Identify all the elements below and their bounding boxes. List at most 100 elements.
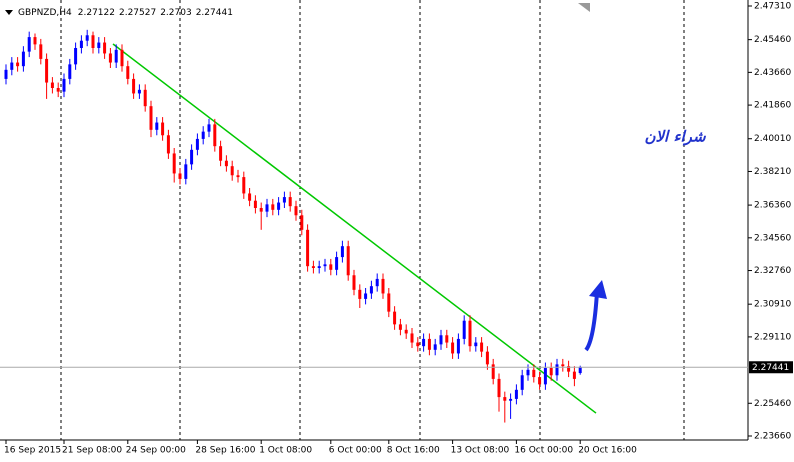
candle-body — [572, 371, 576, 379]
candle-body — [184, 164, 188, 179]
candle-body — [103, 42, 107, 54]
candle-body — [149, 106, 153, 130]
candle-body — [126, 66, 130, 79]
candle-body — [137, 89, 141, 94]
candle-body — [503, 397, 507, 401]
candle-body — [213, 124, 217, 147]
candle-body — [398, 324, 402, 330]
candle-body — [555, 364, 559, 376]
candle-body — [480, 342, 484, 352]
candle-body — [242, 177, 246, 194]
candle-body — [381, 278, 385, 294]
candle-body — [91, 35, 95, 48]
candle-body — [468, 320, 472, 347]
candle-body — [404, 329, 408, 334]
candle-body — [497, 378, 501, 398]
candle-body — [335, 257, 339, 270]
candle-body — [538, 377, 542, 385]
candle-body — [108, 53, 112, 63]
candle-body — [21, 51, 25, 67]
x-tick-label: 28 Sep 16:00 — [195, 446, 255, 456]
candle-body — [282, 197, 286, 203]
x-tick-label: 6 Oct 00:00 — [329, 446, 382, 456]
x-tick-label: 8 Oct 16:00 — [387, 446, 440, 456]
candle-body — [68, 64, 72, 79]
candle-body — [265, 204, 269, 212]
x-tick-label: 20 Oct 16:00 — [578, 446, 637, 456]
candle-body — [306, 229, 310, 267]
candle-body — [161, 122, 165, 136]
candle-body — [288, 197, 292, 207]
x-tick-label: 16 Sep 2015 — [4, 446, 61, 456]
candle-body — [491, 364, 495, 379]
candle-body — [323, 264, 327, 267]
x-tick-label: 21 Sep 08:00 — [62, 446, 122, 456]
candle-body — [509, 398, 513, 401]
candle-body — [195, 138, 199, 150]
candle-body — [224, 160, 228, 167]
candle-body — [358, 289, 362, 299]
shift-marker — [578, 3, 590, 12]
candle-body — [364, 293, 368, 299]
y-tick-label: 2.34560 — [754, 233, 791, 243]
candle-body — [45, 58, 49, 83]
candle-body — [393, 311, 397, 325]
menu-icon[interactable] — [5, 10, 13, 15]
candle-body — [143, 89, 147, 107]
candle-body — [97, 42, 101, 48]
y-tick-label: 2.40010 — [754, 134, 791, 144]
candle-body — [567, 366, 571, 372]
candle-body — [39, 44, 43, 59]
arrow — [584, 280, 607, 352]
candle-body — [387, 293, 391, 312]
candle-body — [207, 124, 211, 132]
candle-body — [10, 62, 14, 70]
time-separators — [60, 0, 685, 440]
arrow-shaft — [584, 291, 599, 352]
candle-body — [259, 208, 263, 212]
x-tick-label: 24 Sep 00:00 — [126, 446, 186, 456]
candle-body — [277, 202, 281, 210]
candle-body — [462, 320, 466, 339]
candle-body — [79, 40, 83, 48]
y-tick-label: 2.23660 — [754, 432, 791, 442]
candle-body — [271, 204, 275, 210]
candle-body — [178, 173, 182, 179]
candle-body — [311, 266, 315, 268]
candle-body — [485, 351, 489, 365]
candle-body — [474, 342, 478, 347]
y-tick-label: 2.36360 — [754, 201, 791, 211]
candle-body — [56, 88, 60, 92]
candle-body — [433, 344, 437, 350]
candle-body — [74, 48, 78, 65]
candle-body — [543, 368, 547, 385]
candle-body — [520, 375, 524, 390]
annotation: شراء الان — [644, 128, 706, 146]
candle-body — [253, 200, 257, 208]
candle-body — [62, 78, 66, 92]
candle-body — [422, 338, 426, 347]
candle-body — [445, 335, 449, 343]
candle-body — [427, 338, 431, 350]
candle-body — [532, 369, 536, 378]
candle-body — [416, 342, 420, 347]
candle-body — [33, 37, 37, 45]
candle-body — [236, 175, 240, 178]
y-tick-label: 2.41860 — [754, 101, 791, 111]
candle-body — [352, 275, 356, 290]
candle-body — [219, 146, 223, 161]
x-tick-label: 16 Oct 00:00 — [514, 446, 573, 456]
candle-body — [230, 166, 234, 176]
candle-body — [85, 35, 89, 41]
candle-body — [561, 364, 565, 367]
candle-body — [172, 153, 176, 174]
candle-body — [451, 342, 455, 354]
y-tick-label: 2.38210 — [754, 167, 791, 177]
y-tick-label: 2.30910 — [754, 300, 791, 310]
candle-body — [369, 286, 373, 294]
x-tick-label: 1 Oct 08:00 — [259, 446, 312, 456]
symbol-header: GBPNZD,H4 2.27122 2.27527 2.2703 2.27441 — [18, 8, 233, 18]
trendline — [112, 43, 597, 414]
y-tick-label: 2.32760 — [754, 266, 791, 276]
